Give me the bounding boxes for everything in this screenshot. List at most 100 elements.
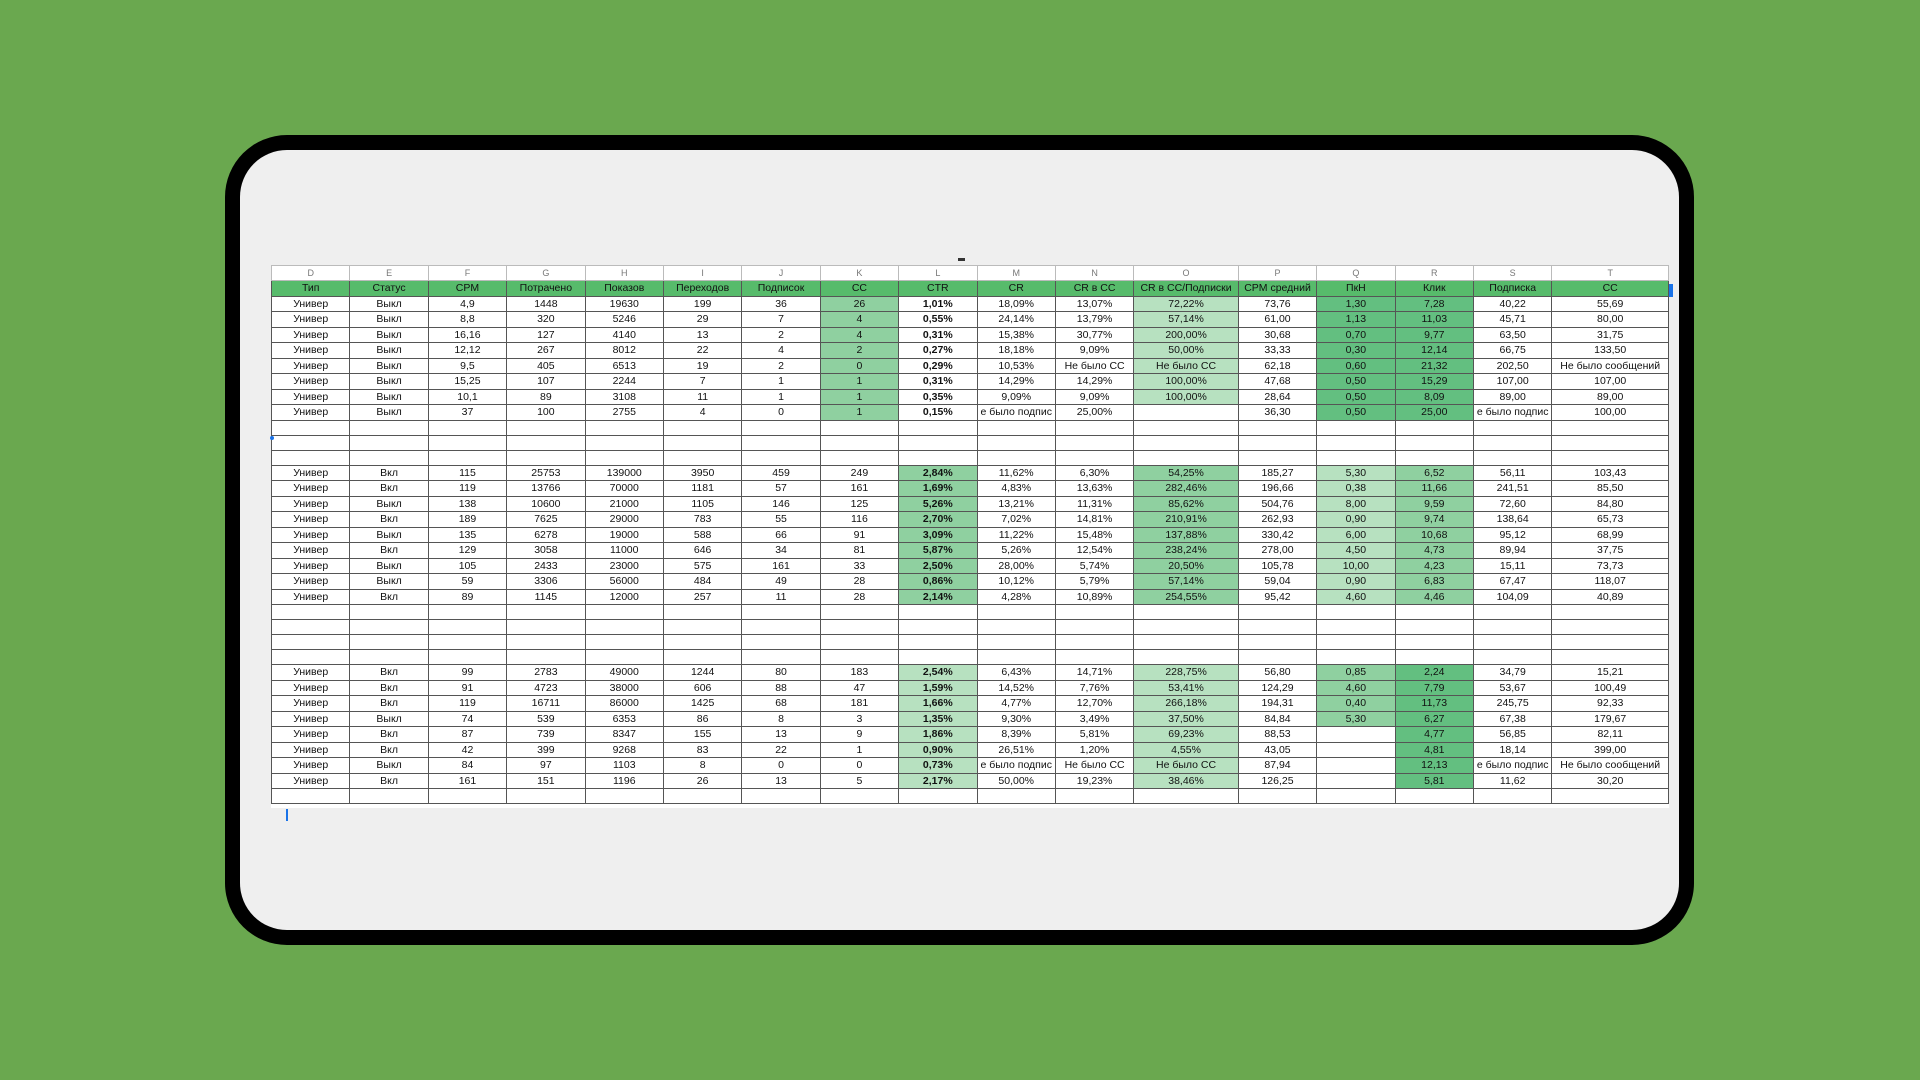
table-cell[interactable]: 4: [662, 404, 743, 421]
table-cell[interactable]: е было подпис: [976, 404, 1056, 421]
table-cell[interactable]: 11,31%: [1054, 495, 1135, 512]
table-cell[interactable]: Универ: [271, 311, 351, 328]
empty-cell[interactable]: [1316, 434, 1396, 451]
empty-cell[interactable]: [741, 619, 821, 635]
table-cell[interactable]: 88: [741, 679, 821, 696]
empty-cell[interactable]: [349, 449, 429, 466]
table-cell[interactable]: 484: [662, 573, 743, 590]
table-cell[interactable]: Выкл: [349, 326, 429, 343]
table-cell[interactable]: 87: [427, 726, 508, 743]
empty-cell[interactable]: [1394, 419, 1474, 436]
table-cell[interactable]: 104,09: [1472, 588, 1553, 605]
table-cell[interactable]: 7,28: [1394, 295, 1474, 312]
table-cell[interactable]: Выкл: [349, 573, 429, 590]
table-cell[interactable]: 127: [506, 326, 586, 343]
table-cell[interactable]: Вкл: [349, 664, 429, 681]
empty-cell[interactable]: [349, 649, 429, 665]
table-cell[interactable]: 15,25: [427, 373, 508, 390]
empty-cell[interactable]: [662, 449, 743, 466]
table-cell[interactable]: 13,79%: [1054, 311, 1135, 328]
header-cell[interactable]: ПкН: [1316, 280, 1396, 297]
empty-cell[interactable]: [976, 634, 1056, 650]
table-cell[interactable]: 5246: [584, 311, 664, 328]
table-cell[interactable]: 13: [662, 326, 743, 343]
table-cell[interactable]: 100,00%: [1133, 373, 1239, 390]
table-cell[interactable]: 9,59: [1394, 495, 1474, 512]
table-cell[interactable]: 91: [427, 679, 508, 696]
table-cell[interactable]: 185,27: [1237, 464, 1318, 481]
table-cell[interactable]: 161: [427, 772, 508, 789]
table-cell[interactable]: 95,42: [1237, 588, 1318, 605]
empty-cell[interactable]: [506, 619, 586, 635]
table-cell[interactable]: 0,90: [1316, 573, 1396, 590]
table-cell[interactable]: 55: [741, 511, 821, 528]
table-cell[interactable]: 36: [741, 295, 821, 312]
table-cell[interactable]: 16,16: [427, 326, 508, 343]
table-cell[interactable]: 19000: [584, 526, 664, 543]
column-letter[interactable]: H: [584, 265, 664, 281]
table-cell[interactable]: 25753: [506, 464, 586, 481]
table-cell[interactable]: 68: [741, 695, 821, 712]
empty-cell[interactable]: [1472, 604, 1553, 620]
empty-cell[interactable]: [662, 634, 743, 650]
table-cell[interactable]: 73,73: [1551, 557, 1669, 574]
column-letter[interactable]: L: [898, 265, 978, 281]
table-cell[interactable]: 7,79: [1394, 679, 1474, 696]
column-letter[interactable]: G: [506, 265, 586, 281]
table-cell[interactable]: Выкл: [349, 373, 429, 390]
table-cell[interactable]: Универ: [271, 342, 351, 359]
empty-cell[interactable]: [1316, 619, 1396, 635]
table-cell[interactable]: 6,52: [1394, 464, 1474, 481]
table-cell[interactable]: Не было сообщений: [1551, 757, 1669, 774]
table-cell[interactable]: 28,64: [1237, 388, 1318, 405]
table-cell[interactable]: 14,52%: [976, 679, 1056, 696]
table-cell[interactable]: 83: [662, 741, 743, 758]
table-cell[interactable]: 0,31%: [898, 326, 978, 343]
empty-cell[interactable]: [662, 604, 743, 620]
table-cell[interactable]: Выкл: [349, 710, 429, 727]
empty-cell[interactable]: [427, 449, 508, 466]
table-cell[interactable]: 21,32: [1394, 357, 1474, 374]
table-cell[interactable]: 4,77%: [976, 695, 1056, 712]
header-cell[interactable]: CTR: [898, 280, 978, 297]
table-cell[interactable]: 34,79: [1472, 664, 1553, 681]
table-cell[interactable]: 0,50: [1316, 373, 1396, 390]
table-cell[interactable]: 8: [662, 757, 743, 774]
table-cell[interactable]: 0: [741, 757, 821, 774]
empty-cell[interactable]: [584, 419, 664, 436]
table-cell[interactable]: Выкл: [349, 388, 429, 405]
table-cell[interactable]: 100: [506, 404, 586, 421]
column-letter[interactable]: E: [349, 265, 429, 281]
empty-cell[interactable]: [506, 419, 586, 436]
table-cell[interactable]: 53,41%: [1133, 679, 1239, 696]
table-cell[interactable]: 9: [819, 726, 900, 743]
table-cell[interactable]: 18,14: [1472, 741, 1553, 758]
table-cell[interactable]: 1425: [662, 695, 743, 712]
table-cell[interactable]: 91: [819, 526, 900, 543]
column-letter[interactable]: K: [819, 265, 900, 281]
table-cell[interactable]: 11,73: [1394, 695, 1474, 712]
table-cell[interactable]: 6513: [584, 357, 664, 374]
empty-cell[interactable]: [1054, 634, 1135, 650]
table-cell[interactable]: 8347: [584, 726, 664, 743]
table-cell[interactable]: 9,5: [427, 357, 508, 374]
table-cell[interactable]: 4,60: [1316, 588, 1396, 605]
empty-cell[interactable]: [1316, 449, 1396, 466]
empty-cell[interactable]: [271, 449, 351, 466]
table-cell[interactable]: Выкл: [349, 757, 429, 774]
table-cell[interactable]: 1: [819, 741, 900, 758]
table-cell[interactable]: 1,13: [1316, 311, 1396, 328]
table-cell[interactable]: 22: [741, 741, 821, 758]
table-cell[interactable]: 19630: [584, 295, 664, 312]
empty-cell[interactable]: [1551, 788, 1669, 804]
table-cell[interactable]: 539: [506, 710, 586, 727]
table-cell[interactable]: 278,00: [1237, 542, 1318, 559]
table-cell[interactable]: 28: [819, 573, 900, 590]
table-cell[interactable]: 89: [506, 388, 586, 405]
table-cell[interactable]: 189: [427, 511, 508, 528]
table-cell[interactable]: 3108: [584, 388, 664, 405]
table-cell[interactable]: 86000: [584, 695, 664, 712]
table-cell[interactable]: 84,80: [1551, 495, 1669, 512]
empty-cell[interactable]: [349, 419, 429, 436]
empty-cell[interactable]: [1133, 649, 1239, 665]
